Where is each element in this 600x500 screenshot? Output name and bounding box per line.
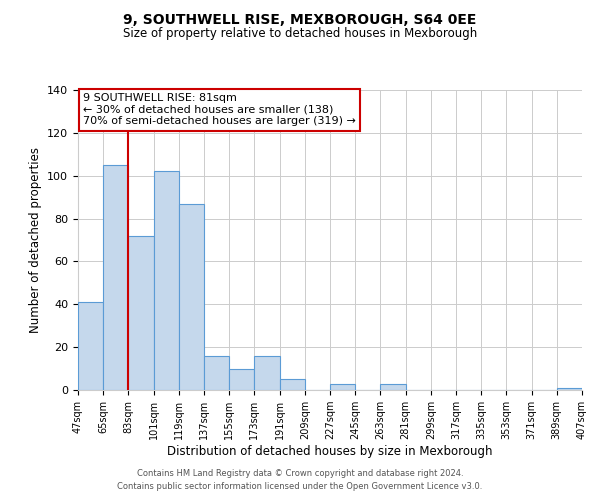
Bar [128, 236, 154, 390]
Bar [280, 380, 305, 390]
Text: Size of property relative to detached houses in Mexborough: Size of property relative to detached ho… [123, 28, 477, 40]
Y-axis label: Number of detached properties: Number of detached properties [29, 147, 41, 333]
Bar [103, 165, 128, 390]
Bar [254, 356, 280, 390]
Bar [154, 172, 179, 390]
Bar [229, 368, 254, 390]
Bar [557, 388, 582, 390]
Text: Contains HM Land Registry data © Crown copyright and database right 2024.: Contains HM Land Registry data © Crown c… [137, 468, 463, 477]
Bar [204, 356, 229, 390]
Text: 9, SOUTHWELL RISE, MEXBOROUGH, S64 0EE: 9, SOUTHWELL RISE, MEXBOROUGH, S64 0EE [124, 12, 476, 26]
Bar [380, 384, 406, 390]
Text: 9 SOUTHWELL RISE: 81sqm
← 30% of detached houses are smaller (138)
70% of semi-d: 9 SOUTHWELL RISE: 81sqm ← 30% of detache… [83, 93, 356, 126]
Text: Contains public sector information licensed under the Open Government Licence v3: Contains public sector information licen… [118, 482, 482, 491]
Bar [179, 204, 204, 390]
Bar [330, 384, 355, 390]
Bar [78, 302, 103, 390]
X-axis label: Distribution of detached houses by size in Mexborough: Distribution of detached houses by size … [167, 445, 493, 458]
